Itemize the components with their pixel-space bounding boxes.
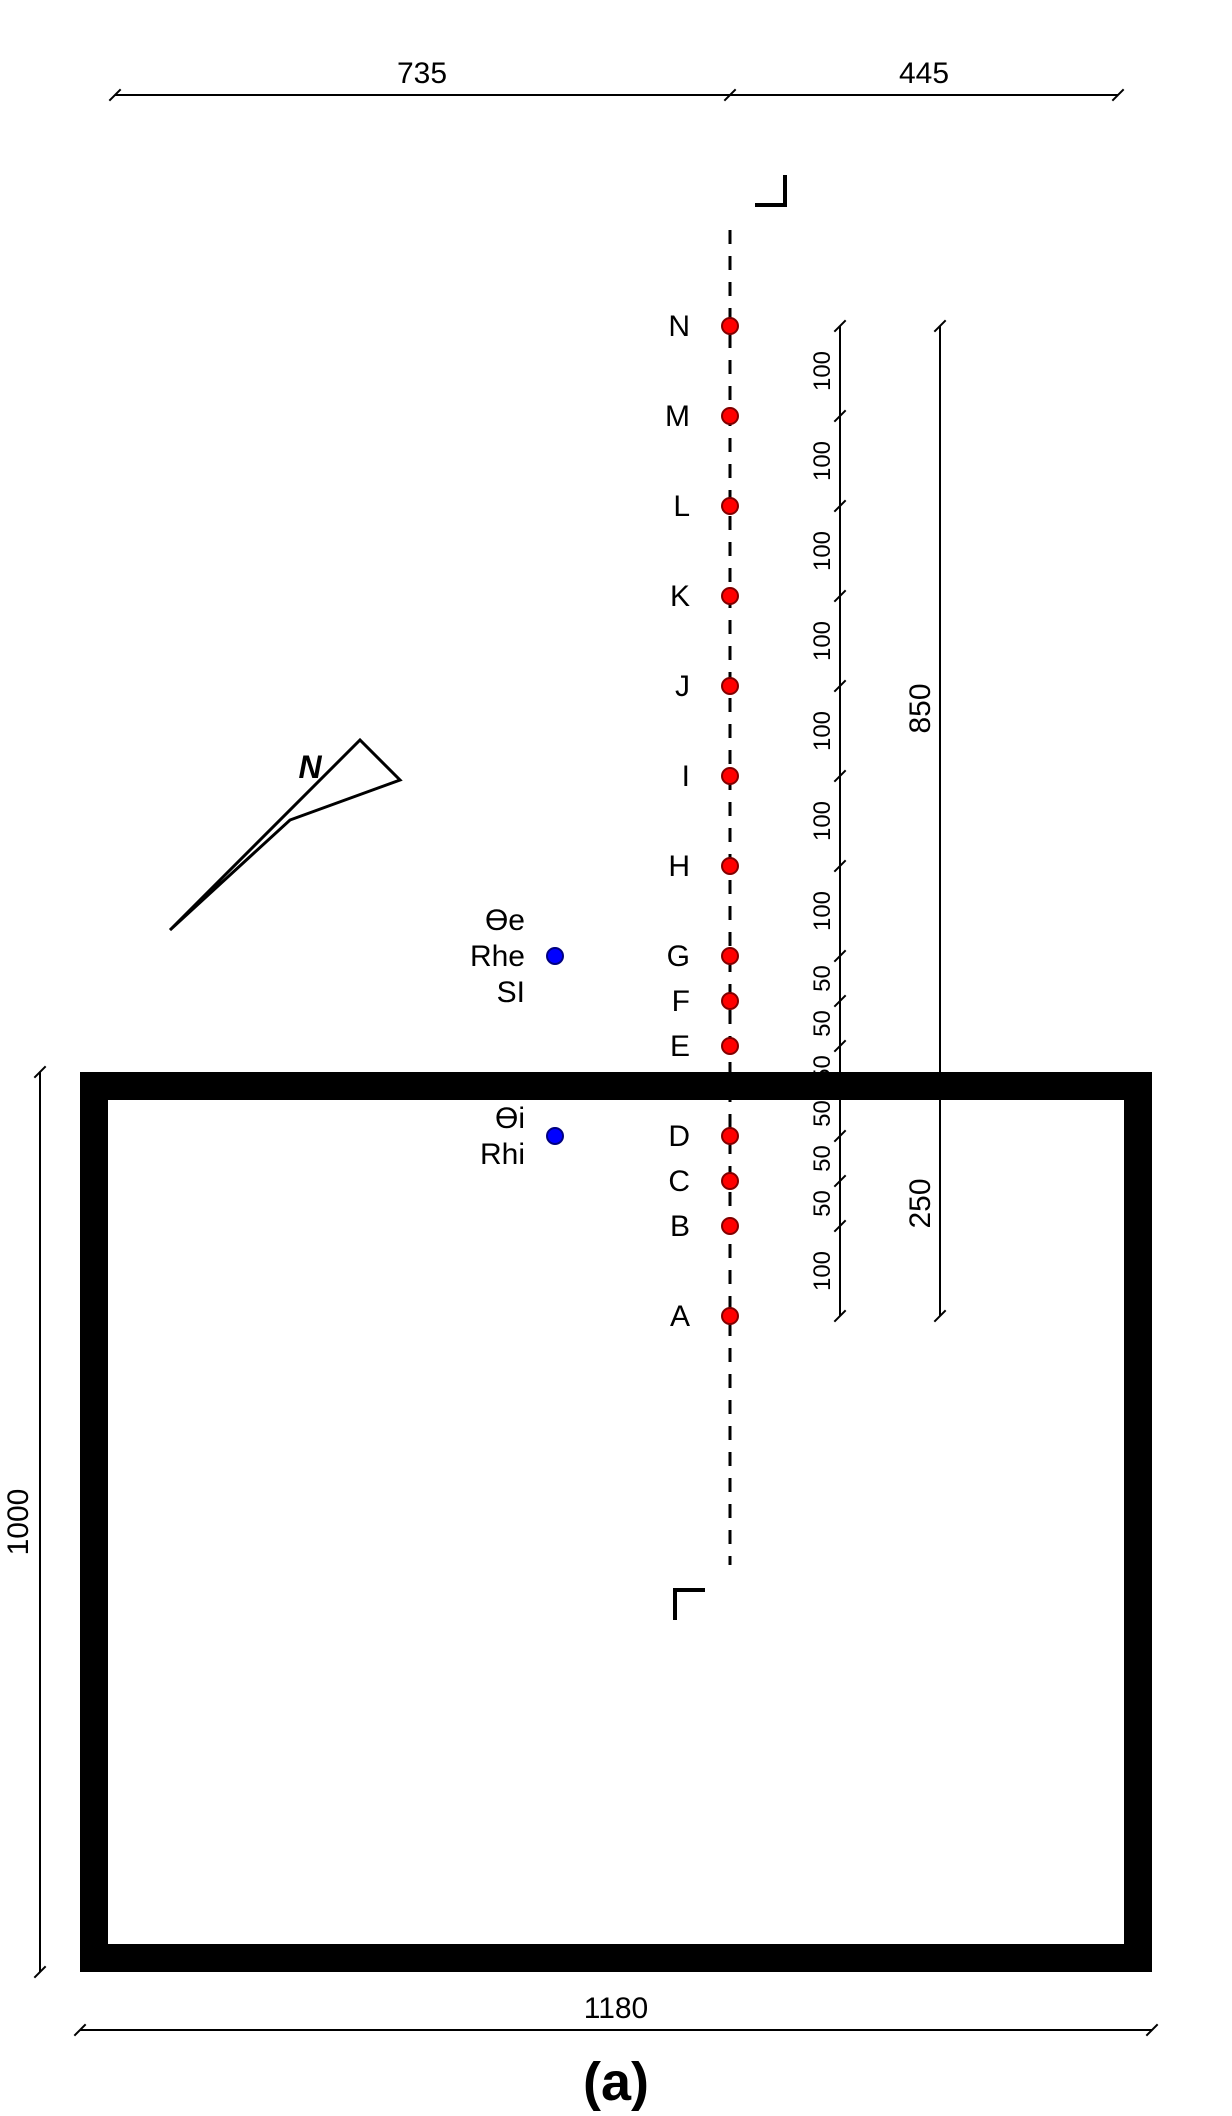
sensor-int [547, 1128, 563, 1144]
sensor-label-int-0: Ɵi [495, 1102, 525, 1135]
plan-diagram: N M L K J I H GFE DCB A ƟeRheSI ƟiRhi N 735 445 1180 100… [0, 0, 1232, 2116]
point-F [722, 993, 738, 1009]
point-I [722, 768, 738, 784]
point-label-H: H [668, 850, 690, 883]
point-label-E: E [670, 1030, 690, 1063]
building-outline [94, 1086, 1138, 1958]
dim-right-detail-12: 50 [809, 1190, 836, 1217]
dim-right-detail-4: 100 [809, 711, 836, 751]
point-G [722, 948, 738, 964]
point-H [722, 858, 738, 874]
dim-top-1: 445 [899, 57, 949, 90]
sensor-ext [547, 948, 563, 964]
point-label-C: C [668, 1165, 690, 1198]
dim-bottom-0: 1180 [584, 1992, 649, 2025]
point-E [722, 1038, 738, 1054]
point-label-K: K [670, 580, 690, 613]
dim-left-0: 1000 [2, 1489, 35, 1556]
north-label: N [298, 749, 322, 785]
dim-right-detail-8: 50 [809, 1010, 836, 1037]
point-label-J: J [675, 670, 690, 703]
point-label-A: A [670, 1300, 690, 1333]
dim-right-detail-6: 100 [809, 891, 836, 931]
point-B [722, 1218, 738, 1234]
dim-right-detail-9: 50 [809, 1055, 836, 1082]
point-label-N: N [668, 310, 690, 343]
dim-right-outer-1: 250 [904, 1178, 937, 1228]
point-label-B: B [670, 1210, 690, 1243]
point-A [722, 1308, 738, 1324]
point-label-I: I [682, 760, 690, 793]
dim-right-detail-11: 50 [809, 1145, 836, 1172]
dim-right-detail-5: 100 [809, 801, 836, 841]
point-label-M: M [665, 400, 690, 433]
point-label-F: F [672, 985, 690, 1018]
sensor-label-ext-1: Rhe [470, 940, 525, 973]
dim-right-detail-7: 50 [809, 965, 836, 992]
point-label-G: G [667, 940, 690, 973]
figure-label: (a) [583, 2052, 649, 2112]
point-K [722, 588, 738, 604]
dim-right-detail-0: 100 [809, 351, 836, 391]
point-label-D: D [668, 1120, 690, 1153]
sensor-label-ext-2: SI [497, 976, 525, 1009]
sensor-label-int-1: Rhi [480, 1138, 525, 1171]
north-arrow [170, 740, 400, 930]
point-M [722, 408, 738, 424]
point-N [722, 318, 738, 334]
point-J [722, 678, 738, 694]
dim-right-detail-1: 100 [809, 441, 836, 481]
dim-right-detail-3: 100 [809, 621, 836, 661]
dim-right-detail-2: 100 [809, 531, 836, 571]
section-mark-top [755, 175, 785, 205]
point-label-L: L [673, 490, 690, 523]
section-mark-bottom [675, 1590, 705, 1620]
point-D [722, 1128, 738, 1144]
point-C [722, 1173, 738, 1189]
sensor-label-ext-0: Ɵe [485, 904, 525, 937]
dim-right-detail-10: 50 [809, 1100, 836, 1127]
dim-right-detail-13: 100 [809, 1251, 836, 1291]
point-L [722, 498, 738, 514]
dim-top-0: 735 [397, 57, 447, 90]
dim-right-outer-0: 850 [904, 683, 937, 733]
